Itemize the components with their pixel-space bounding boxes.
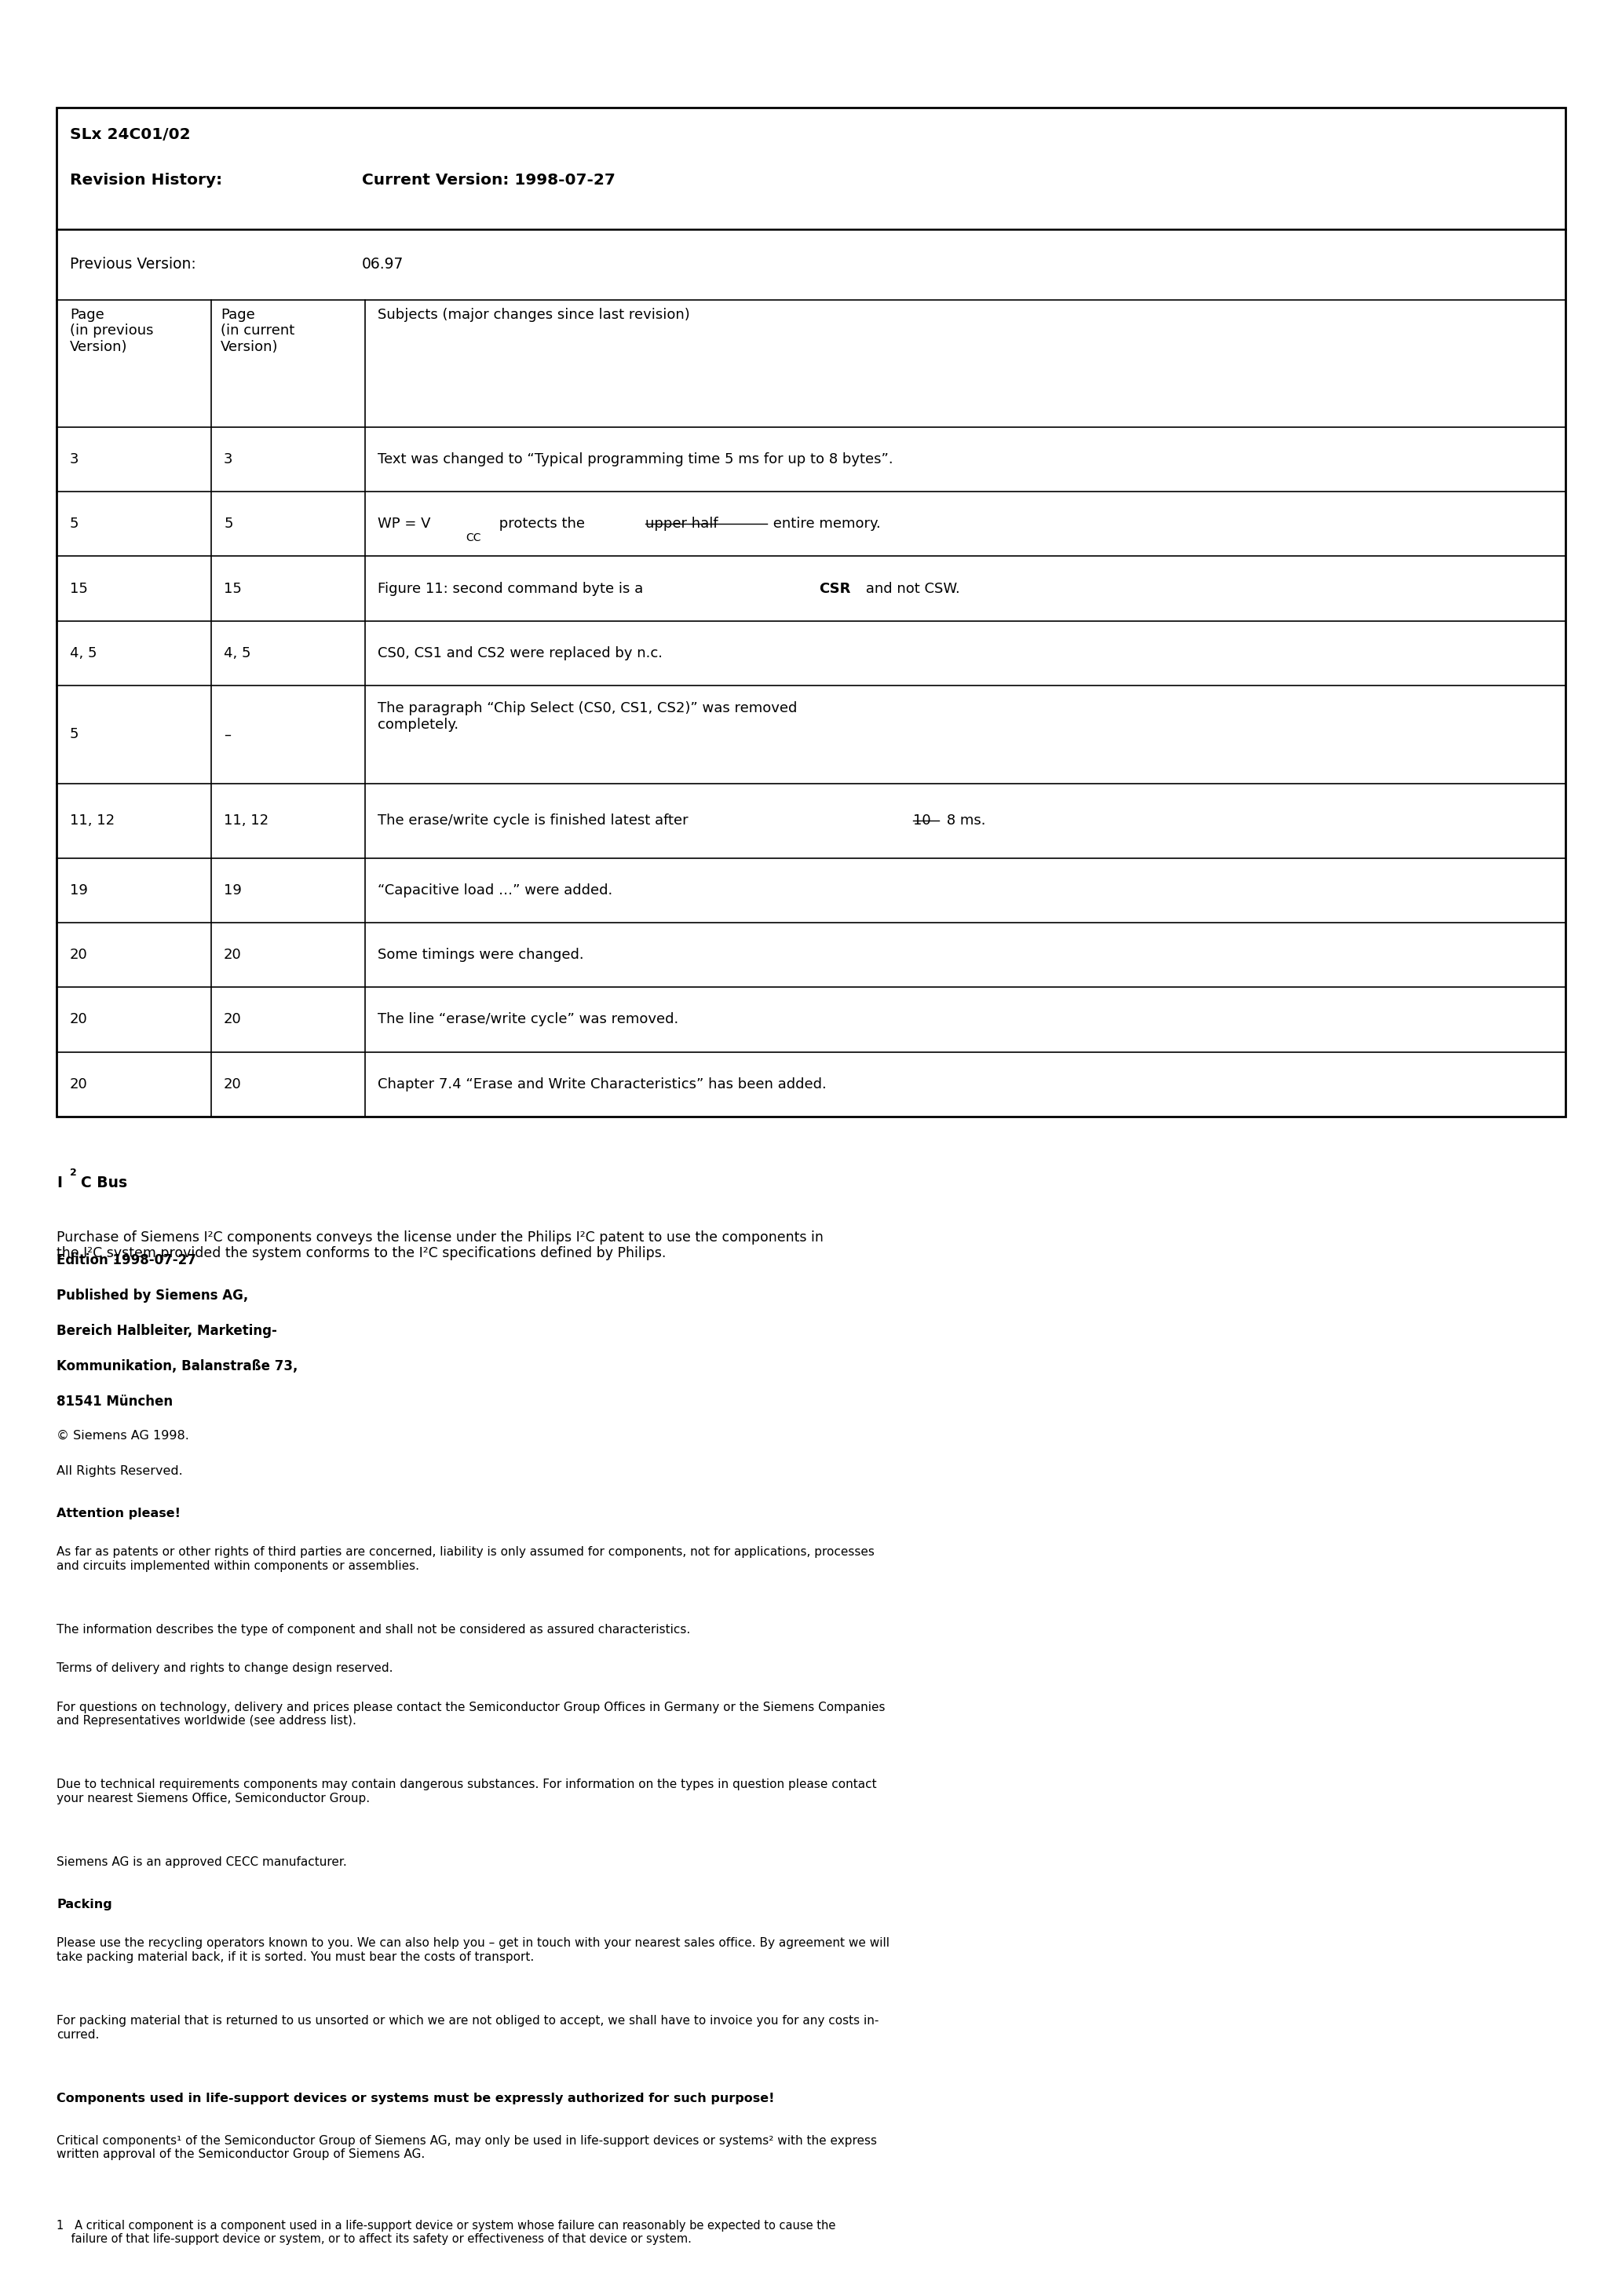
Text: Attention please!: Attention please! [57,1508,180,1520]
Text: 20: 20 [70,948,88,962]
Text: 20: 20 [224,1013,242,1026]
Text: “Capacitive load …” were added.: “Capacitive load …” were added. [378,884,613,898]
Text: Critical components¹ of the Semiconductor Group of Siemens AG, may only be used : Critical components¹ of the Semiconducto… [57,2135,878,2161]
Text: 11, 12: 11, 12 [70,813,115,829]
Text: 11, 12: 11, 12 [224,813,269,829]
Text: 2: 2 [70,1166,76,1178]
Text: The paragraph “Chip Select (CS0, CS1, CS2)” was removed
completely.: The paragraph “Chip Select (CS0, CS1, CS… [378,700,798,732]
Text: Previous Version:: Previous Version: [70,257,196,271]
Text: Edition 1998-07-27: Edition 1998-07-27 [57,1254,196,1267]
Text: 5: 5 [70,517,79,530]
Text: 06.97: 06.97 [362,257,404,271]
Text: Published by Siemens AG,: Published by Siemens AG, [57,1288,248,1302]
Text: 5: 5 [224,517,234,530]
Text: Purchase of Siemens I²C components conveys the license under the Philips I²C pat: Purchase of Siemens I²C components conve… [57,1231,824,1261]
Text: Siemens AG is an approved CECC manufacturer.: Siemens AG is an approved CECC manufactu… [57,1857,347,1869]
Text: For questions on technology, delivery and prices please contact the Semiconducto: For questions on technology, delivery an… [57,1701,886,1727]
Text: 10: 10 [913,813,931,829]
Text: 8 ms.: 8 ms. [942,813,986,829]
Text: Please use the recycling operators known to you. We can also help you – get in t: Please use the recycling operators known… [57,1938,890,1963]
Text: entire memory.: entire memory. [769,517,881,530]
Text: Subjects (major changes since last revision): Subjects (major changes since last revis… [378,308,691,321]
Text: The line “erase/write cycle” was removed.: The line “erase/write cycle” was removed… [378,1013,680,1026]
Text: Bereich Halbleiter, Marketing-: Bereich Halbleiter, Marketing- [57,1325,277,1339]
Text: 3: 3 [70,452,79,466]
Text: 19: 19 [70,884,88,898]
Text: 19: 19 [224,884,242,898]
Text: I: I [57,1176,62,1189]
Text: WP = V: WP = V [378,517,431,530]
Text: protects the: protects the [495,517,589,530]
Text: –: – [224,728,230,742]
Text: Chapter 7.4 “Erase and Write Characteristics” has been added.: Chapter 7.4 “Erase and Write Characteris… [378,1077,827,1091]
Bar [57,108,1565,1116]
Text: Packing: Packing [57,1899,112,1910]
Text: Text was changed to “Typical programming time 5 ms for up to 8 bytes”.: Text was changed to “Typical programming… [378,452,894,466]
Text: 20: 20 [70,1077,88,1091]
Text: Some timings were changed.: Some timings were changed. [378,948,584,962]
Text: CC: CC [466,533,480,544]
Text: 4, 5: 4, 5 [70,645,97,661]
Text: Revision History:: Revision History: [70,172,222,188]
Text: Current Version: 1998-07-27: Current Version: 1998-07-27 [362,172,615,188]
Text: 20: 20 [224,1077,242,1091]
Text: 15: 15 [224,581,242,595]
Text: © Siemens AG 1998.: © Siemens AG 1998. [57,1430,190,1442]
Text: Terms of delivery and rights to change design reserved.: Terms of delivery and rights to change d… [57,1662,393,1674]
Text: upper half: upper half [646,517,719,530]
Text: 1   A critical component is a component used in a life-support device or system : 1 A critical component is a component us… [57,2220,835,2245]
Text: CS0, CS1 and CS2 were replaced by n.c.: CS0, CS1 and CS2 were replaced by n.c. [378,645,663,661]
Text: The information describes the type of component and shall not be considered as a: The information describes the type of co… [57,1623,691,1635]
Text: Due to technical requirements components may contain dangerous substances. For i: Due to technical requirements components… [57,1779,878,1805]
Text: Figure 11: second command byte is a: Figure 11: second command byte is a [378,581,649,595]
Text: Components used in life-support devices or systems must be expressly authorized : Components used in life-support devices … [57,2092,775,2105]
Text: Page
(in current
Version): Page (in current Version) [221,308,295,354]
Text: Page
(in previous
Version): Page (in previous Version) [70,308,154,354]
Text: For packing material that is returned to us unsorted or which we are not obliged: For packing material that is returned to… [57,2016,879,2041]
Text: 81541 München: 81541 München [57,1394,174,1410]
Text: CSR: CSR [819,581,852,595]
Text: and not CSW.: and not CSW. [861,581,960,595]
Text: SLx 24C01/02: SLx 24C01/02 [70,126,190,142]
Text: 3: 3 [224,452,234,466]
Text: As far as patents or other rights of third parties are concerned, liability is o: As far as patents or other rights of thi… [57,1545,874,1573]
Text: 20: 20 [224,948,242,962]
Text: The erase/write cycle is finished latest after: The erase/write cycle is finished latest… [378,813,693,829]
Text: Kommunikation, Balanstraße 73,: Kommunikation, Balanstraße 73, [57,1359,298,1373]
Text: 20: 20 [70,1013,88,1026]
Text: 5: 5 [70,728,79,742]
Text: C Bus: C Bus [81,1176,128,1189]
Text: All Rights Reserved.: All Rights Reserved. [57,1465,183,1476]
Text: 15: 15 [70,581,88,595]
Text: 4, 5: 4, 5 [224,645,251,661]
